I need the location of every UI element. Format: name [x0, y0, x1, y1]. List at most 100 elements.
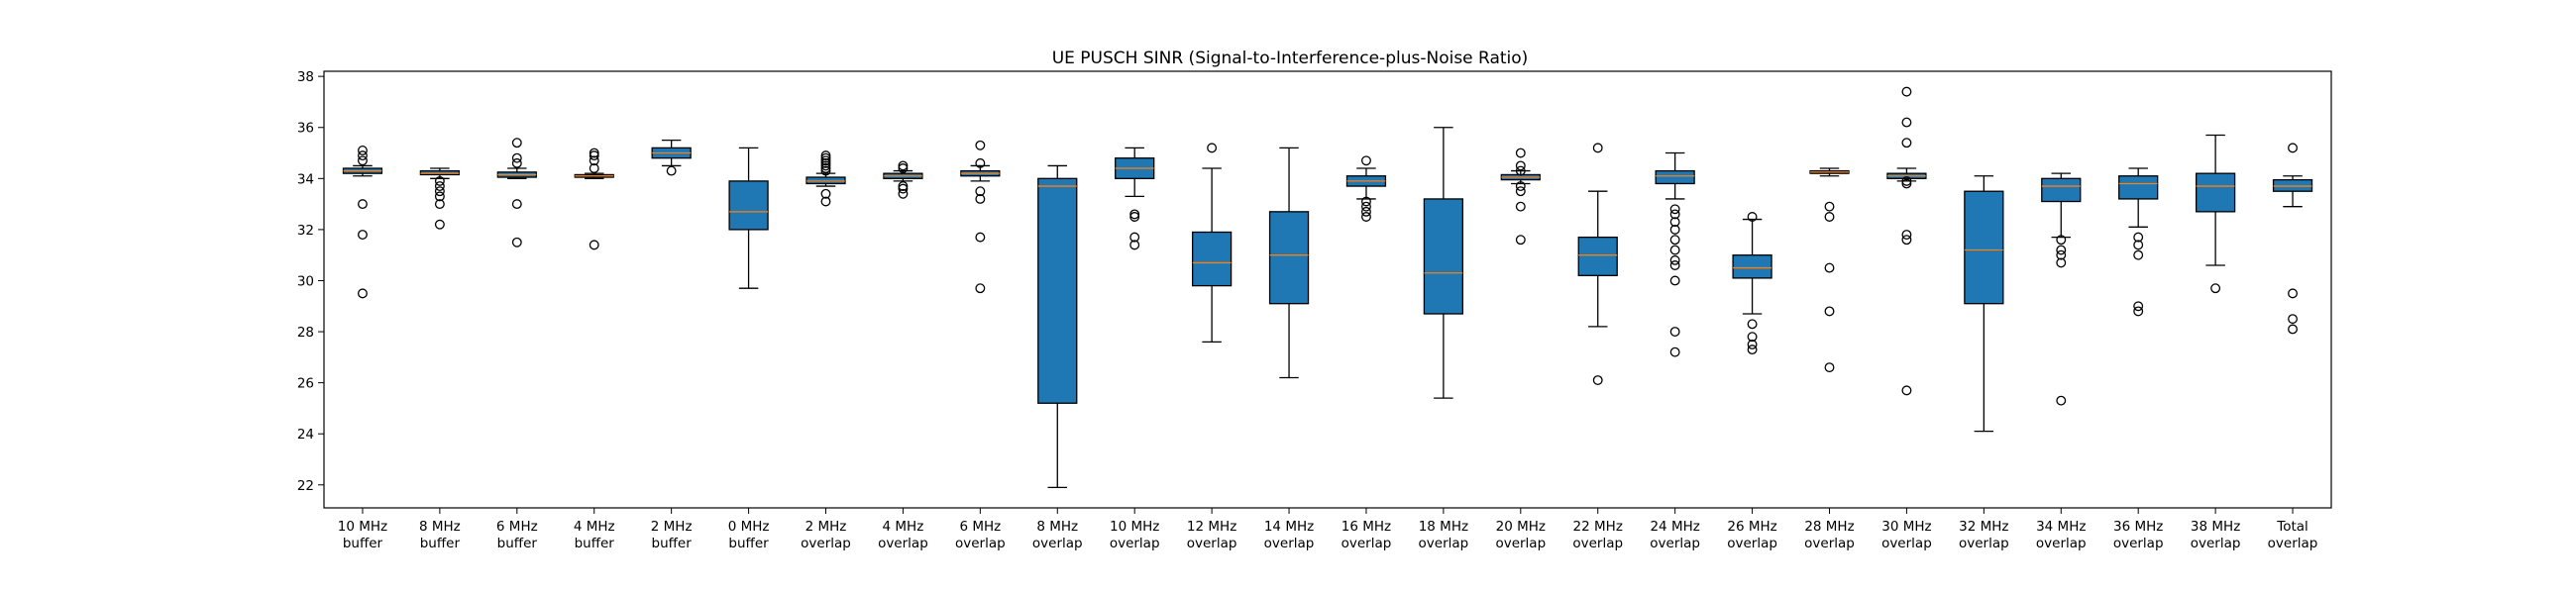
box: [728, 180, 769, 231]
x-tick-label: buffer: [728, 536, 769, 551]
outlier-point: [1669, 204, 1680, 215]
chart-title: UE PUSCH SINR (Signal-to-Interference-pl…: [1052, 49, 1529, 68]
outlier-point: [820, 155, 831, 166]
box: [1964, 190, 2004, 305]
x-tick-label: overlap: [2268, 536, 2318, 551]
x-tick-label: buffer: [497, 536, 538, 551]
box: [1037, 177, 1078, 404]
outlier-point: [1515, 186, 1526, 197]
outlier-point: [2056, 245, 2067, 255]
outlier-point: [1669, 275, 1680, 286]
outlier-point: [1515, 148, 1526, 158]
outlier-point: [589, 163, 599, 173]
outlier-point: [1824, 201, 1835, 212]
outlier-point: [2133, 301, 2144, 312]
outlier-point: [1824, 362, 1835, 373]
outlier-point: [1669, 260, 1680, 270]
x-tick-label: overlap: [1419, 536, 1469, 551]
outlier-point: [1361, 201, 1371, 212]
y-tick-label: 28: [297, 325, 314, 341]
outlier-point: [434, 219, 445, 230]
outlier-point: [975, 140, 986, 150]
outlier-point: [1901, 235, 1912, 246]
outlier-point: [358, 145, 368, 155]
x-tick-label: 34 MHz: [2036, 519, 2086, 535]
x-tick-label: overlap: [1032, 536, 1083, 551]
x-tick-label: buffer: [343, 536, 383, 551]
x-tick-label: 12 MHz: [1187, 519, 1236, 535]
outlier-point: [1129, 240, 1140, 250]
x-tick-label: overlap: [1650, 536, 1700, 551]
x-tick-label: overlap: [1342, 536, 1392, 551]
outlier-point: [820, 165, 831, 176]
y-tick-label: 36: [297, 121, 314, 137]
outlier-point: [898, 183, 909, 194]
outlier-point: [1669, 209, 1680, 220]
outlier-point: [434, 199, 445, 210]
x-tick-label: buffer: [575, 536, 615, 551]
outlier-point: [589, 150, 599, 161]
outlier-point: [898, 188, 909, 199]
y-tick-label: 24: [297, 427, 314, 443]
outlier-point: [1592, 375, 1603, 386]
outlier-point: [1669, 217, 1680, 228]
outlier-point: [1747, 339, 1758, 349]
box: [1423, 198, 1464, 315]
box: [1732, 254, 1772, 279]
outlier-point: [2056, 249, 2067, 260]
box: [2195, 172, 2236, 213]
y-tick-label: 22: [297, 478, 314, 494]
y-tick-label: 30: [297, 273, 314, 289]
x-tick-label: 36 MHz: [2113, 519, 2163, 535]
x-tick-label: overlap: [2036, 536, 2087, 551]
outlier-point: [820, 160, 831, 171]
x-tick-label: 10 MHz: [1110, 519, 1159, 535]
outlier-point: [820, 157, 831, 168]
x-tick-label: 8 MHz: [1036, 519, 1078, 535]
outlier-point: [511, 157, 522, 168]
outlier-point: [1901, 138, 1912, 148]
outlier-point: [2133, 232, 2144, 243]
outlier-point: [511, 152, 522, 163]
outlier-point: [1901, 178, 1912, 189]
box: [1191, 231, 1233, 287]
outlier-point: [898, 160, 909, 171]
x-tick-label: 2 MHz: [651, 519, 693, 535]
outlier-point: [898, 163, 909, 173]
x-tick-label: 6 MHz: [496, 519, 538, 535]
outlier-point: [1669, 327, 1680, 338]
outlier-point: [1747, 345, 1758, 355]
outlier-point: [2056, 235, 2067, 246]
x-tick-label: overlap: [1264, 536, 1315, 551]
outlier-point: [1901, 86, 1912, 97]
outlier-point: [358, 155, 368, 166]
outlier-point: [1824, 262, 1835, 273]
outlier-point: [1129, 212, 1140, 222]
outlier-point: [975, 232, 986, 243]
x-tick-label: overlap: [1727, 536, 1777, 551]
x-tick-label: 38 MHz: [2191, 519, 2240, 535]
outlier-point: [589, 155, 599, 166]
outlier-point: [1669, 254, 1680, 265]
outlier-point: [1515, 165, 1526, 176]
outlier-point: [589, 240, 599, 250]
outlier-point: [898, 181, 909, 192]
x-tick-label: overlap: [878, 536, 928, 551]
outlier-point: [1669, 346, 1680, 357]
outlier-point: [1747, 332, 1758, 343]
outlier-point: [1669, 245, 1680, 255]
